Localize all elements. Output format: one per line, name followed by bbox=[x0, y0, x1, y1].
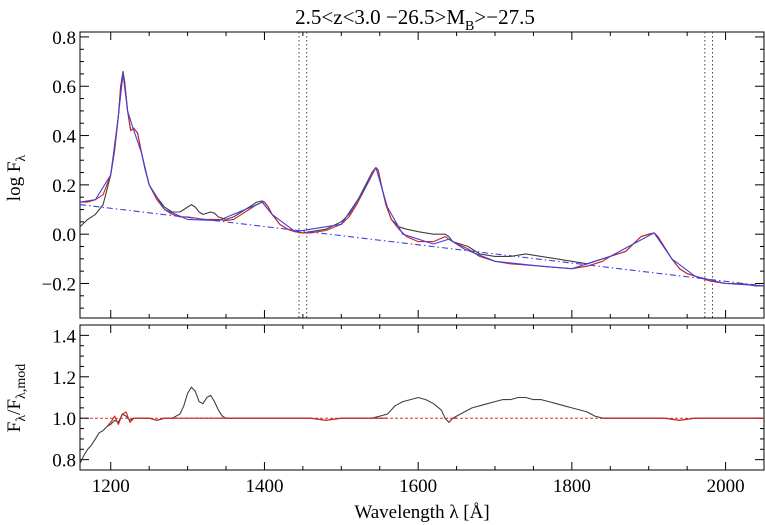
top-series-0 bbox=[79, 70, 764, 287]
top-ylabel-main: log F bbox=[4, 162, 25, 202]
bottom-y-axis-title: Fλ/Fλ,mod bbox=[4, 364, 29, 432]
bottom-series-3 bbox=[602, 417, 764, 421]
top-series-2 bbox=[79, 73, 765, 287]
bottom-series-0 bbox=[79, 386, 764, 465]
bottom-y-tick-label: 1.2 bbox=[52, 368, 76, 389]
top-y-tick-label: 0.6 bbox=[52, 77, 76, 98]
bottom-series-2 bbox=[448, 417, 457, 423]
bottom-ylabel-main: F bbox=[4, 422, 25, 433]
bottom-ylabel-mid: /F bbox=[4, 399, 25, 415]
top-ylabel-sub: λ bbox=[14, 155, 29, 162]
bottom-series-1 bbox=[106, 411, 388, 427]
top-series-1 bbox=[80, 73, 764, 287]
top-panel: −0.2 0.0 0.2 0.4 0.6 0.8 log Fλ bbox=[4, 28, 765, 319]
top-y-tick-label: 0.2 bbox=[52, 176, 76, 197]
bottom-ylabel-sub2: λ,mod bbox=[14, 364, 29, 399]
bottom-ylabel-sub: λ bbox=[14, 415, 29, 422]
bottom-y-tick-label: 1.0 bbox=[52, 409, 76, 430]
bottom-panel: 0.8 1.0 1.2 1.4 1200 1400 1600 1800 2000 Fλ/Fλ,m… bbox=[4, 324, 765, 523]
title-tail: >−27.5 bbox=[474, 5, 534, 29]
x-tick-label: 1600 bbox=[399, 476, 437, 497]
x-axis-title: Wavelength λ [Å] bbox=[354, 502, 489, 523]
x-tick-label: 1400 bbox=[245, 476, 283, 497]
top-y-tick-label: 0.4 bbox=[52, 127, 76, 148]
title-subscript: B bbox=[465, 19, 474, 34]
title-main: 2.5<z<3.0 −26.5>M bbox=[295, 5, 465, 29]
chart-title: 2.5<z<3.0 −26.5>MB>−27.5 bbox=[295, 5, 535, 34]
top-y-axis-title: log Fλ bbox=[4, 155, 29, 202]
x-tick-label: 1200 bbox=[92, 476, 130, 497]
top-y-tick-label: −0.2 bbox=[42, 274, 76, 295]
top-plot-frame bbox=[79, 31, 765, 319]
top-y-tick-label: 0.8 bbox=[52, 28, 76, 49]
x-tick-label: 1800 bbox=[553, 476, 591, 497]
x-tick-label: 2000 bbox=[707, 476, 745, 497]
bottom-y-tick-label: 0.8 bbox=[52, 451, 76, 472]
top-y-tick-label: 0.0 bbox=[52, 225, 76, 246]
bottom-plot-frame bbox=[79, 324, 765, 471]
bottom-y-tick-label: 1.4 bbox=[52, 326, 76, 347]
